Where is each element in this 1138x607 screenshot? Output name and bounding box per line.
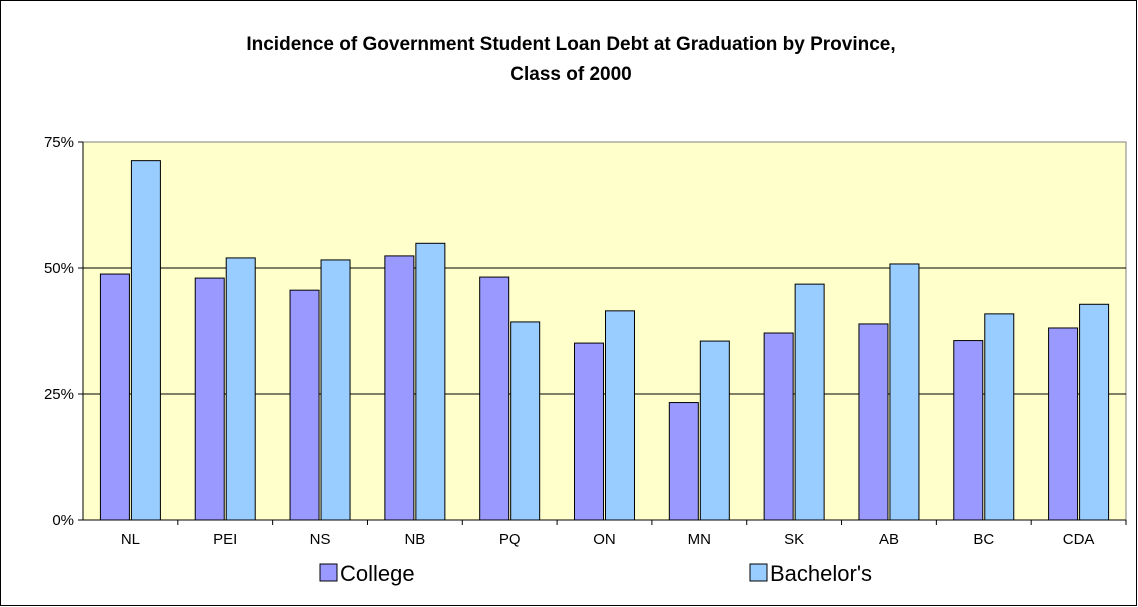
y-tick-label: 25% <box>44 386 74 403</box>
x-tick-label: ON <box>593 531 616 548</box>
bar-college-bc <box>953 340 984 521</box>
x-tick-label: SK <box>784 531 804 548</box>
chart-subtitle: Class of 2000 <box>510 64 631 85</box>
bar-college-mn <box>668 402 699 521</box>
bar-bachelors-bc <box>984 313 1015 521</box>
bar-bachelors-ab <box>889 263 920 521</box>
x-tick-labels: NL PEI NS NB PQ ON MN SK AB BC CDA <box>121 520 1127 548</box>
bar-bachelors-cda <box>1079 303 1110 521</box>
bar-college-nb <box>384 255 415 521</box>
bar-bachelors-nb <box>415 242 446 521</box>
bar-college-on <box>574 342 604 521</box>
gridlines <box>83 267 1126 395</box>
x-tick-label: BC <box>973 531 994 548</box>
y-tick-labels: 0% 25% 50% 75% <box>44 134 83 529</box>
legend: College Bachelor's <box>319 561 872 586</box>
legend-label-college: College <box>340 561 415 586</box>
x-tick-label: NS <box>310 531 331 548</box>
legend-swatch-bachelors <box>749 563 768 582</box>
y-tick-label: 75% <box>44 134 74 151</box>
x-tick-label: CDA <box>1063 531 1095 548</box>
y-tick-label: 50% <box>44 260 74 277</box>
bar-bachelors-mn <box>699 340 730 521</box>
legend-swatch-college <box>319 563 338 582</box>
bar-college-ab <box>858 323 889 521</box>
x-tick-label: MN <box>688 531 711 548</box>
bar-bachelors-sk <box>794 283 825 521</box>
x-tick-label: NL <box>121 531 140 548</box>
plot-area <box>82 141 1127 521</box>
x-tick-label: AB <box>879 531 899 548</box>
bar-college-cda <box>1048 327 1079 521</box>
bar-college-nl <box>99 273 130 521</box>
chart-title: Incidence of Government Student Loan Deb… <box>246 34 895 55</box>
bar-college-pei <box>194 277 225 521</box>
bar-bachelors-ns <box>320 259 351 521</box>
bar-college-ns <box>289 289 320 521</box>
bar-bachelors-on <box>605 310 635 521</box>
bar-college-pq <box>479 276 510 521</box>
y-tick-label: 0% <box>52 512 74 529</box>
x-tick-label: NB <box>404 531 425 548</box>
bar-college-sk <box>763 332 794 521</box>
bars <box>99 160 1110 521</box>
bar-bachelors-pq <box>510 321 541 521</box>
bar-bachelors-nl <box>130 160 161 521</box>
x-tick-label: PEI <box>213 531 237 548</box>
bar-bachelors-pei <box>225 257 256 521</box>
x-tick-label: PQ <box>499 531 521 548</box>
legend-label-bachelors: Bachelor's <box>770 561 872 586</box>
